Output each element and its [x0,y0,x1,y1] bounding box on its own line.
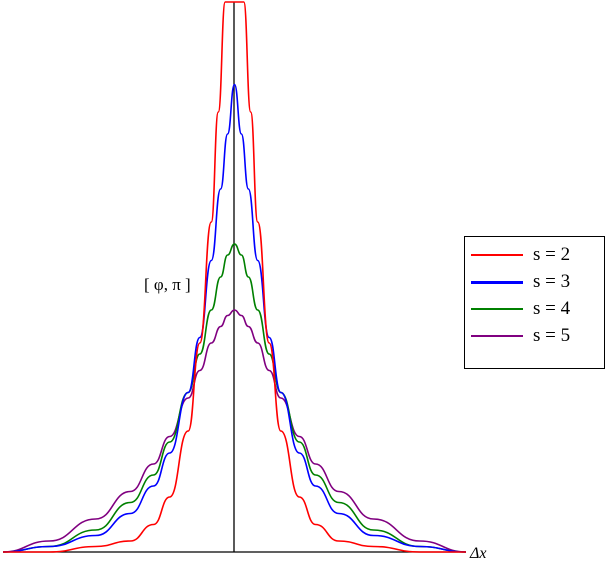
legend-item-s4: s = 4 [471,298,570,320]
series-line-s3 [2,83,467,553]
legend-item-s5: s = 5 [471,325,570,347]
legend-swatch-s4 [471,308,523,310]
y-axis-label: [ φ, π ] [144,275,191,294]
legend-label-s2: s = 2 [533,244,571,265]
legend-swatch-s3 [471,280,523,284]
series-line-s4 [2,243,467,553]
legend: s = 2 s = 3 s = 4 s = 5 [464,236,605,369]
series-line-s2 [3,1,466,553]
legend-item-s3: s = 3 [471,271,570,293]
legend-swatch-s2 [471,254,523,256]
legend-label-s5: s = 5 [533,325,571,346]
legend-label-s3: s = 3 [533,271,571,292]
series-group [2,1,467,553]
series-line-s5 [2,309,467,553]
legend-label-s4: s = 4 [533,298,571,319]
x-axis-label: Δx [469,545,487,562]
legend-item-s2: s = 2 [471,244,570,266]
legend-swatch-s5 [471,335,523,337]
